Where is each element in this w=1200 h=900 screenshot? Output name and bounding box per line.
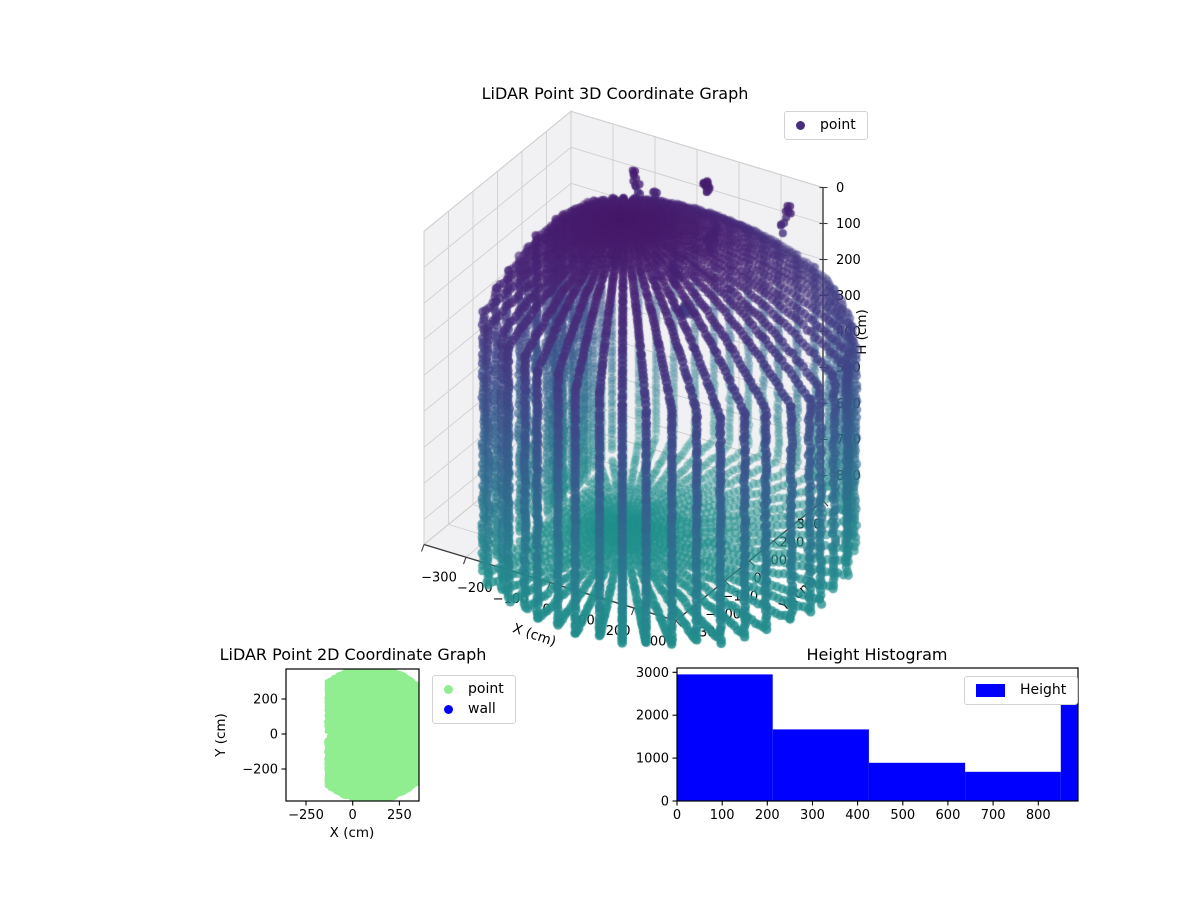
legend-item: point xyxy=(796,117,856,134)
height-patch-icon xyxy=(976,684,1005,697)
legend-item: point xyxy=(444,681,504,698)
wall-marker-icon xyxy=(444,705,453,714)
legend-label: point xyxy=(820,117,856,133)
plot3d-legend: point xyxy=(784,111,868,140)
legend-label: Height xyxy=(1020,682,1067,698)
plot2d-legend: point wall xyxy=(432,675,516,724)
legend-item: Height xyxy=(976,682,1066,699)
legend-label: wall xyxy=(468,701,496,717)
plot3d-title: LiDAR Point 3D Coordinate Graph xyxy=(481,84,749,103)
histogram-title: Height Histogram xyxy=(806,645,948,664)
histogram-legend: Height xyxy=(964,676,1079,705)
point-marker-icon xyxy=(796,121,805,130)
point-marker-icon xyxy=(444,685,453,694)
plot2d-title: LiDAR Point 2D Coordinate Graph xyxy=(219,645,487,664)
legend-label: point xyxy=(468,681,504,697)
legend-item: wall xyxy=(444,701,504,718)
